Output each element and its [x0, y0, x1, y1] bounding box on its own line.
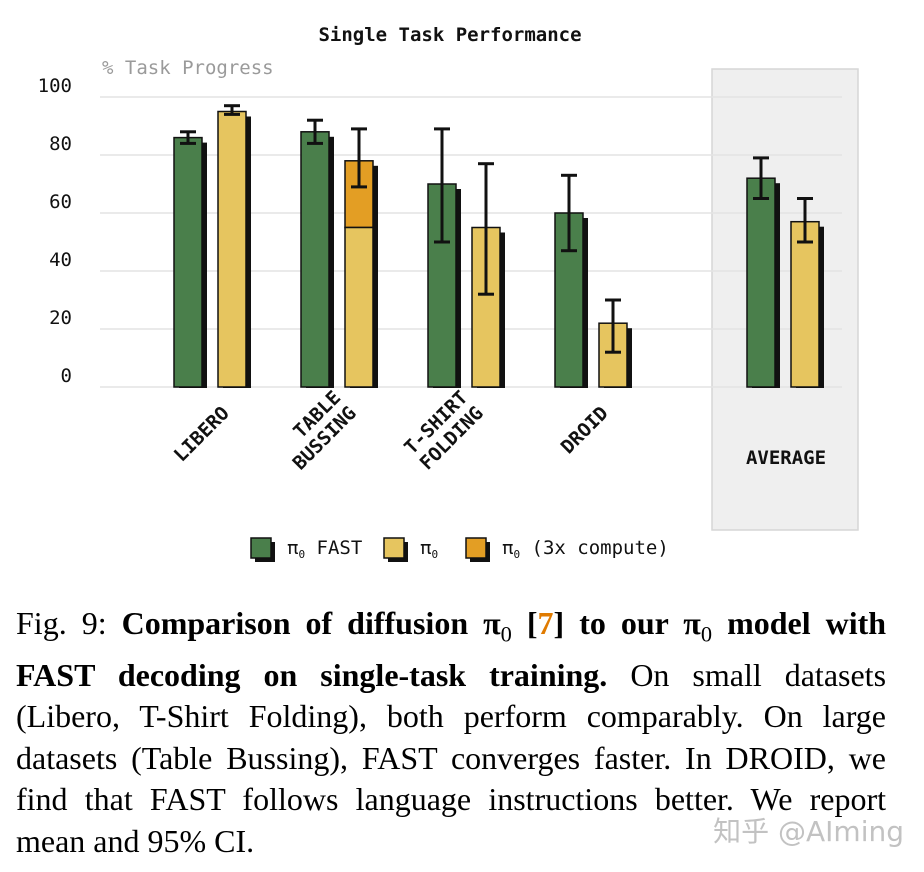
caption-cite-open: [: [526, 605, 538, 641]
y-tick-labels: 100 80 60 40 20 0: [38, 75, 72, 387]
bars: [173, 104, 824, 388]
x-tick-label-line: DROID: [557, 402, 613, 458]
y-tick-label: 20: [49, 307, 72, 329]
caption-fig-label: Fig. 9:: [16, 605, 107, 641]
caption-sub2: 0: [700, 621, 713, 647]
x-tick-label: LIBERO: [170, 402, 234, 466]
average-panel: [711, 68, 859, 531]
caption-sub: 0: [500, 621, 512, 647]
bar-pi0-fast: [173, 136, 203, 388]
caption-bold-c: model with FAST decoding on single-task …: [16, 605, 887, 693]
chart-figure: Single Task Performance % Task Progress …: [38, 24, 859, 562]
legend-label: π0: [420, 537, 438, 561]
bar-avg-pi0: [790, 220, 820, 388]
legend-swatch: [250, 537, 272, 559]
y-tick-label: 0: [61, 365, 72, 387]
y-tick-label: 100: [38, 75, 72, 97]
legend: π0 FAST π0 π0 (3x compute): [250, 537, 669, 562]
y-axis-label: % Task Progress: [102, 57, 274, 79]
bar-pi0: [217, 110, 247, 388]
caption-body: On small datasets (Libero, T-Shirt Foldi…: [16, 656, 887, 859]
caption-bold-b: to our π: [579, 605, 701, 641]
x-tick-label: DROID: [557, 402, 613, 458]
legend-label: π0 (3x compute): [502, 537, 669, 561]
average-label: AVERAGE: [746, 447, 826, 469]
legend-swatch: [465, 537, 487, 559]
y-tick-label: 40: [49, 249, 72, 271]
bar-avg-pi0-fast: [746, 177, 776, 388]
x-tick-label-line: LIBERO: [170, 402, 234, 466]
caption-cite[interactable]: 7: [537, 605, 554, 641]
y-tick-label: 80: [49, 133, 72, 155]
caption-bold-a: Comparison of diffusion π: [121, 605, 501, 641]
legend-label: π0 FAST: [287, 537, 362, 561]
bar-pi0: [344, 226, 374, 388]
bar-pi0-fast: [300, 131, 330, 388]
y-tick-label: 60: [49, 191, 72, 213]
figure-caption: Fig. 9: Comparison of diffusion π0 [7] t…: [16, 603, 886, 862]
chart-title: Single Task Performance: [318, 24, 581, 46]
legend-swatch: [383, 537, 405, 559]
caption-cite-close: ]: [553, 605, 565, 641]
watermark: 知乎 @AIming: [713, 815, 904, 848]
